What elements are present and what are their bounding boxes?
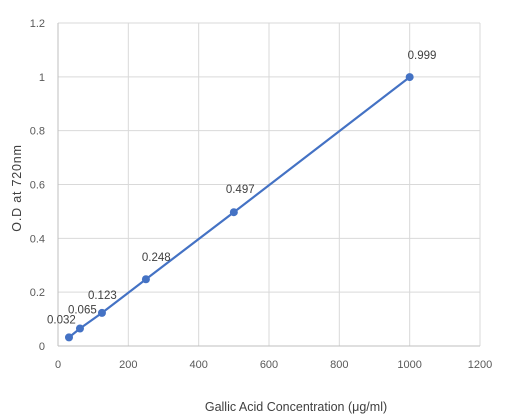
x-axis-title: Gallic Acid Concentration (μg/ml) bbox=[205, 400, 387, 414]
plot-frame bbox=[57, 23, 480, 347]
x-tick-label: 1200 bbox=[468, 359, 492, 371]
y-tick-label: 1.2 bbox=[30, 18, 45, 30]
y-tick-label: 0.4 bbox=[30, 233, 45, 245]
x-tick-label: 600 bbox=[260, 359, 278, 371]
data-label: 0.497 bbox=[226, 184, 255, 196]
x-tick-label: 800 bbox=[330, 359, 348, 371]
x-axis-ticks: 0 200 400 600 800 1000 1200 bbox=[55, 359, 492, 371]
y-tick-label: 0 bbox=[39, 341, 45, 353]
y-axis-ticks: 0 0.2 0.4 0.6 0.8 1 1.2 bbox=[30, 18, 45, 353]
x-tick-label: 200 bbox=[119, 359, 137, 371]
y-axis-title: O.D at 720nm bbox=[10, 144, 24, 231]
data-label: 0.065 bbox=[68, 305, 97, 317]
grid-lines bbox=[57, 22, 481, 347]
data-label: 0.032 bbox=[47, 314, 76, 326]
data-point bbox=[64, 333, 73, 342]
x-tick-label: 400 bbox=[189, 359, 207, 371]
x-tick-label: 1000 bbox=[397, 359, 421, 371]
data-point bbox=[405, 73, 414, 82]
data-point bbox=[229, 208, 238, 217]
y-tick-label: 1 bbox=[39, 72, 45, 84]
x-tick-label: 0 bbox=[55, 359, 61, 371]
data-point bbox=[141, 275, 150, 284]
data-point bbox=[75, 324, 84, 333]
data-point bbox=[97, 308, 106, 317]
data-label: 0.999 bbox=[408, 50, 437, 62]
y-tick-label: 0.2 bbox=[30, 287, 45, 299]
data-label: 0.123 bbox=[88, 290, 117, 302]
y-tick-label: 0.8 bbox=[30, 126, 45, 138]
series-line bbox=[67, 75, 411, 339]
series-group bbox=[64, 73, 414, 342]
data-label: 0.248 bbox=[142, 252, 171, 264]
y-tick-label: 0.6 bbox=[30, 180, 45, 192]
